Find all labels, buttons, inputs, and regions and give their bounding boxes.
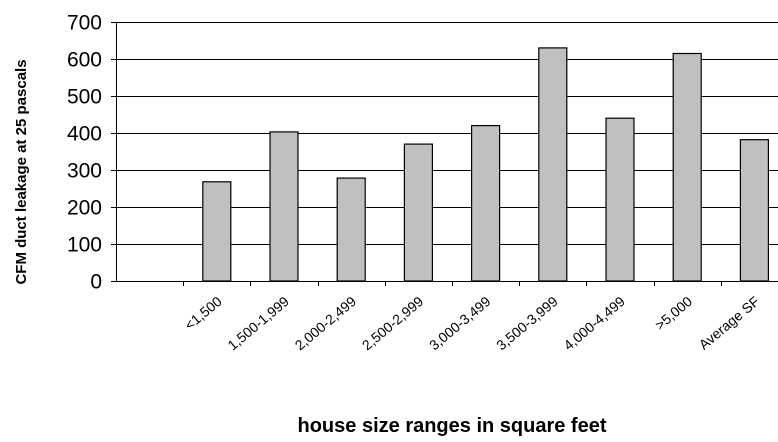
y-tick-label: 0 — [90, 271, 102, 294]
y-tick-label: 100 — [67, 234, 102, 257]
y-tick-label: 500 — [67, 86, 102, 109]
bar — [672, 52, 702, 282]
bar — [471, 124, 501, 282]
x-tick-label: Average SF — [696, 293, 763, 353]
x-tick-label: 3,000-3,499 — [426, 293, 494, 353]
bars — [202, 47, 770, 282]
bar — [202, 181, 232, 282]
y-tick-labels: 0 100 200 300 400 500 600 700 — [67, 12, 102, 294]
y-tick-label: 600 — [67, 49, 102, 72]
x-tick-label: 2,000-2,499 — [292, 293, 360, 353]
bar — [336, 177, 366, 282]
x-tick-label: 2,500-2,999 — [359, 293, 427, 353]
y-tick-label: 200 — [67, 197, 102, 220]
x-tick-label: <1,500 — [181, 293, 225, 333]
bar — [605, 117, 635, 282]
y-tick-label: 700 — [67, 12, 102, 35]
y-tick-label: 300 — [67, 160, 102, 183]
x-tick-labels: <1,500 1,500-1,999 2,000-2,499 2,500-2,999 3… — [181, 293, 762, 353]
x-tick-label: 1,500-1,999 — [224, 293, 292, 353]
x-tick-label: 4,000-4,499 — [560, 293, 628, 353]
y-tick-label: 400 — [67, 123, 102, 146]
bar — [538, 47, 568, 282]
y-axis-label: CFM duct leakage at 25 pascals — [13, 59, 30, 284]
x-tick-label: >5,000 — [652, 293, 696, 333]
bar — [403, 143, 433, 282]
x-tick-label: 3,500-3,999 — [493, 293, 561, 353]
axes — [111, 22, 778, 286]
x-axis-label: house size ranges in square feet — [298, 415, 607, 437]
bar — [269, 131, 299, 282]
bar — [739, 139, 770, 282]
